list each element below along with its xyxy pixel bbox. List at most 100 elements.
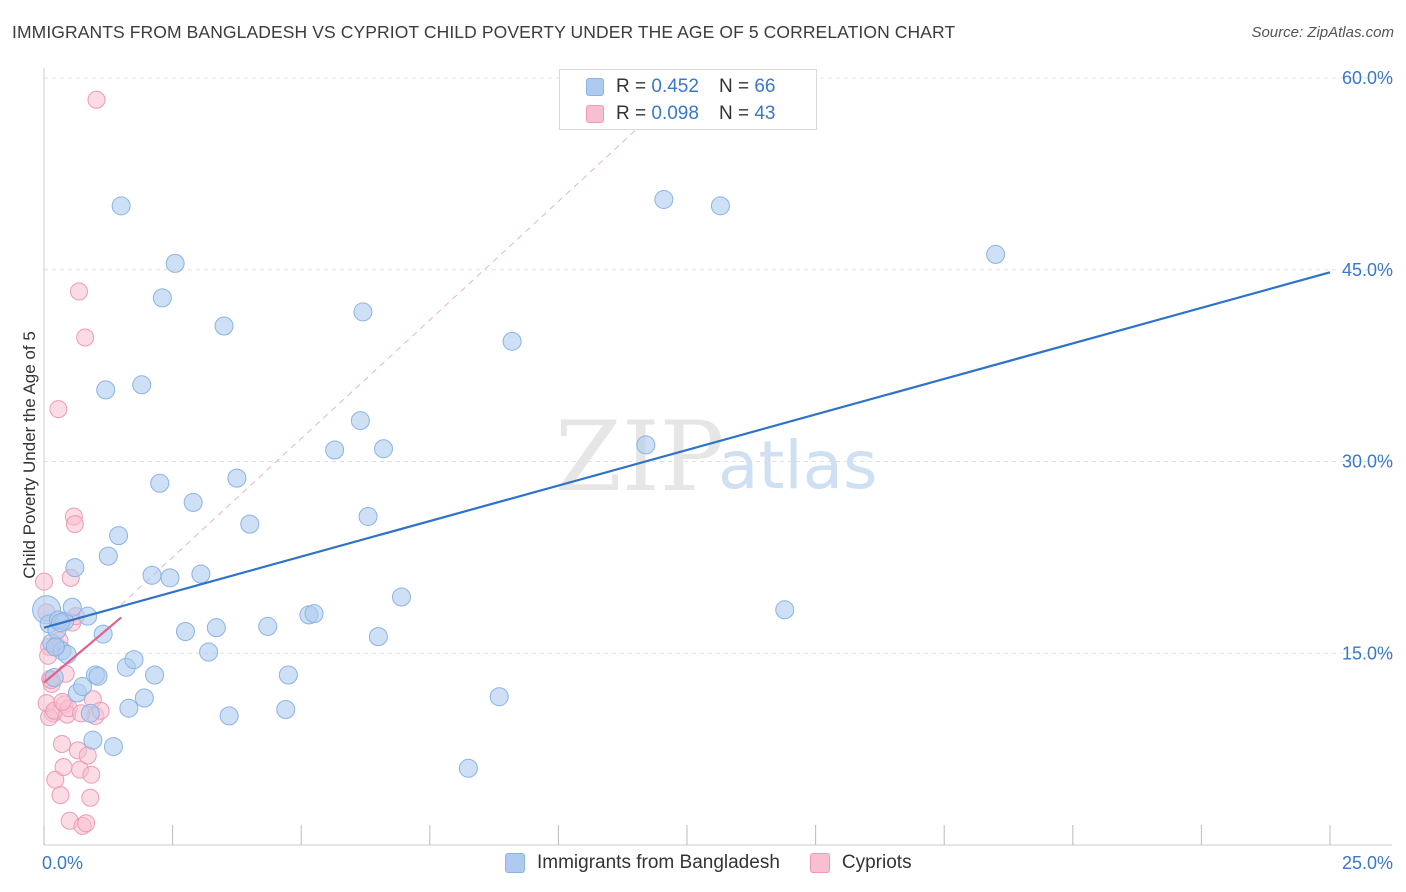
x-tick-label: 0.0% xyxy=(42,853,83,873)
bangladesh-point xyxy=(83,730,103,750)
cypriots-point xyxy=(53,735,72,754)
bangladesh-point xyxy=(304,604,324,624)
legend-label-cypriots: Cypriots xyxy=(841,852,912,873)
bangladesh-point xyxy=(199,642,219,662)
legend-n-value: 43 xyxy=(754,103,776,124)
bangladesh-point xyxy=(636,435,656,455)
cypriots-point xyxy=(87,90,106,109)
cypriots-point xyxy=(82,765,101,784)
bangladesh-point xyxy=(175,622,195,642)
legend-r-value: 0.452 xyxy=(651,76,699,97)
bangladesh-point xyxy=(98,546,118,566)
y-tick-label: 60.0% xyxy=(1342,68,1393,88)
legend-swatch-blue xyxy=(505,853,525,873)
cypriots-point xyxy=(51,786,70,805)
bangladesh-points xyxy=(32,189,1006,778)
cypriots-point xyxy=(49,400,68,419)
cypriots-point xyxy=(77,814,96,833)
cypriots-point xyxy=(53,692,72,711)
bangladesh-point xyxy=(132,375,152,395)
x-tick-label: 25.0% xyxy=(1342,853,1393,873)
bangladesh-point xyxy=(502,331,522,351)
bangladesh-point xyxy=(206,618,226,638)
axis-layer xyxy=(43,68,1392,846)
bangladesh-point xyxy=(278,665,298,685)
legend-n-value: 66 xyxy=(754,76,776,97)
legend-swatch-pink xyxy=(586,105,604,123)
chart-title: IMMIGRANTS FROM BANGLADESH VS CYPRIOT CH… xyxy=(12,22,956,42)
series-legend: Immigrants from Bangladesh Cypriots xyxy=(505,852,942,874)
watermark: ZIP atlas xyxy=(555,401,878,513)
bangladesh-point xyxy=(80,703,100,723)
bangladesh-trend-line xyxy=(43,271,1331,629)
cypriots-point xyxy=(81,788,100,807)
bangladesh-point xyxy=(142,565,162,585)
bangladesh-point xyxy=(73,676,93,696)
bangladesh-point xyxy=(240,514,260,534)
bangladesh-point xyxy=(276,699,296,719)
cypriots-trend-line xyxy=(43,616,122,684)
cypriots-point xyxy=(65,515,84,534)
bangladesh-point xyxy=(62,597,82,617)
bangladesh-point xyxy=(96,380,116,400)
bangladesh-point xyxy=(191,564,211,584)
bangladesh-point xyxy=(710,196,730,216)
y-tick-label: 15.0% xyxy=(1342,643,1393,663)
watermark-atlas: atlas xyxy=(718,427,878,504)
legend-r-label: R = xyxy=(616,103,647,124)
correlation-legend: R = 0.452 N = 66 R = 0.098 N = 43 xyxy=(559,69,817,130)
bangladesh-point xyxy=(353,302,373,322)
y-tick-label: 30.0% xyxy=(1342,452,1393,472)
bangladesh-point xyxy=(88,666,108,686)
bangladesh-point xyxy=(258,616,278,636)
bangladesh-point xyxy=(219,706,239,726)
bangladesh-point xyxy=(134,688,154,708)
legend-row-cypriots: R = 0.098 N = 43 xyxy=(586,102,775,126)
bangladesh-point xyxy=(325,440,345,460)
cypriots-point xyxy=(54,758,73,777)
legend-r-label: R = xyxy=(616,76,647,97)
bangladesh-point xyxy=(124,650,144,670)
watermark-zip: ZIP xyxy=(555,401,724,513)
bangladesh-point xyxy=(160,568,180,588)
bangladesh-point xyxy=(183,492,203,512)
bangladesh-point xyxy=(165,253,185,273)
bangladesh-point xyxy=(775,600,795,620)
cypriots-point xyxy=(76,328,95,347)
legend-n-label: N = xyxy=(718,103,750,124)
bangladesh-point xyxy=(368,627,388,647)
legend-swatch-pink xyxy=(809,853,830,873)
bangladesh-point xyxy=(654,189,674,209)
bangladesh-point xyxy=(45,637,65,657)
bangladesh-point xyxy=(214,316,234,336)
reference-line-layer xyxy=(120,77,693,606)
bangladesh-point xyxy=(44,668,64,688)
trend-lines xyxy=(43,271,1331,684)
cypriots-point xyxy=(35,572,53,591)
tick-labels: 15.0% 30.0% 45.0% 60.0% 0.0% 25.0% xyxy=(42,68,1393,873)
bangladesh-point xyxy=(227,468,247,488)
bangladesh-point xyxy=(103,737,123,757)
bangladesh-point xyxy=(489,687,509,707)
bangladesh-point xyxy=(358,506,378,526)
y-tick-label: 45.0% xyxy=(1342,260,1393,280)
legend-row-bangladesh: R = 0.452 N = 66 xyxy=(586,75,775,99)
legend-r-value: 0.098 xyxy=(651,103,699,124)
bangladesh-point xyxy=(145,665,165,685)
cypriots-points xyxy=(35,90,110,835)
bangladesh-point xyxy=(65,558,85,578)
bangladesh-point xyxy=(150,473,170,493)
bangladesh-point xyxy=(109,526,129,546)
bangladesh-point xyxy=(458,758,478,778)
grid-layer xyxy=(44,77,1392,654)
source-label: Source: ZipAtlas.com xyxy=(1251,24,1394,41)
legend-n-label: N = xyxy=(718,76,750,97)
bangladesh-point xyxy=(111,196,131,216)
legend-label-bangladesh: Immigrants from Bangladesh xyxy=(537,852,780,873)
bangladesh-point xyxy=(374,439,394,459)
bangladesh-point xyxy=(119,698,139,718)
bangladesh-point xyxy=(152,288,172,308)
legend-item-cypriots: Cypriots xyxy=(809,852,912,874)
bangladesh-point xyxy=(350,411,370,431)
